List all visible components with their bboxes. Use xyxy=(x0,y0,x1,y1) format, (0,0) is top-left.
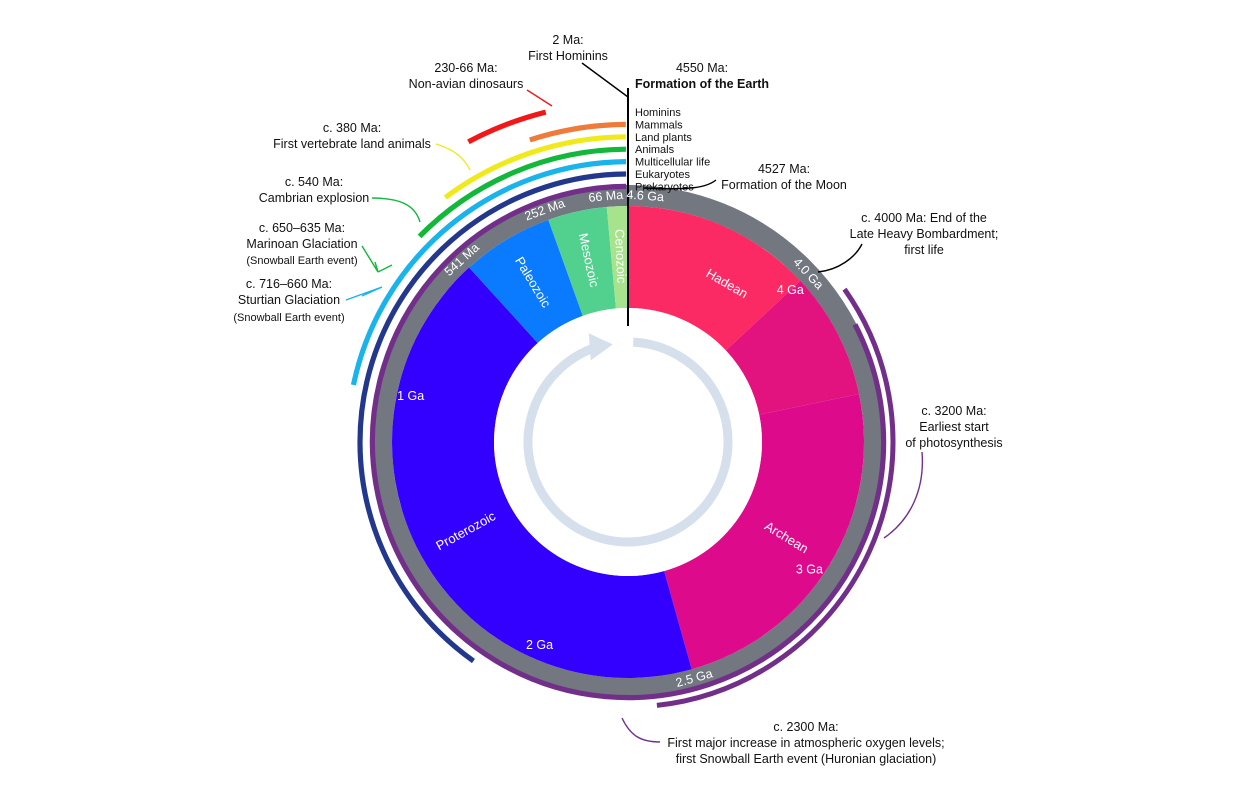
life-arc-label-multicellular-life: Multicellular life xyxy=(635,157,710,169)
annotation-leader-9 xyxy=(621,717,661,743)
annotation-hominins-line2: First Hominins xyxy=(528,49,608,63)
annotation-leader-1 xyxy=(526,89,553,107)
life-arc-animals xyxy=(417,146,626,239)
annotation-leader-8 xyxy=(883,451,924,539)
eon-sector-cenozoic xyxy=(606,206,628,309)
annotation-dinosaurs-line2: Non-avian dinosaurs xyxy=(409,77,524,91)
clockwise-arrow-arc xyxy=(523,337,733,547)
eon-sector-unnamed xyxy=(725,280,860,415)
life-arc-label-land-plants: Land plants xyxy=(635,132,692,144)
inner-circle xyxy=(494,308,762,576)
eon-sector-hadean xyxy=(628,206,801,351)
annotation-leader-7 xyxy=(817,243,863,273)
annotation-oxygen-line2: First major increase in atmospheric oxyg… xyxy=(667,736,944,750)
life-arc-multicellular-life xyxy=(350,159,627,386)
eon-sector-mesozoic xyxy=(548,206,616,316)
annotation-lhb-line3: first life xyxy=(904,243,944,257)
annotation-land-animals-line2: First vertebrate land animals xyxy=(273,137,431,151)
annotation-marinoan-note: (Snowball Earth event) xyxy=(246,255,357,267)
annotation-leader-5 xyxy=(345,286,383,301)
annotation-cambrian-line2: Cambrian explosion xyxy=(259,191,370,205)
annotation-lhb-line2: Late Heavy Bombardment; xyxy=(850,227,999,241)
inner-white-disk xyxy=(494,308,762,576)
annotation-cambrian-line1: c. 540 Ma: xyxy=(285,175,343,189)
annotation-dinosaurs-line1: 230-66 Ma: xyxy=(434,61,497,75)
annotation-earth-title: Formation of the Earth xyxy=(635,77,769,91)
annotation-earth-line1: 4550 Ma: xyxy=(676,61,728,75)
annotation-photosynthesis-line2: Earliest start xyxy=(919,420,989,434)
annotation-photosynthesis-line3: of photosynthesis xyxy=(905,436,1002,450)
annotation-oxygen-line1: c. 2300 Ma: xyxy=(773,720,838,734)
annotation-leaders xyxy=(345,62,924,743)
tick-label-3-ga: 3 Ga xyxy=(796,562,823,576)
annotation-sturtian-line2: Sturtian Glaciation xyxy=(238,293,340,307)
tick-label-1-ga: 1 Ga xyxy=(397,389,424,403)
annotation-hominins-line1: 2 Ma: xyxy=(552,33,583,47)
annotation-leader-4 xyxy=(361,245,393,273)
annotation-marinoan-line1: c. 650–635 Ma: xyxy=(259,221,345,235)
life-arc-prokaryotes-outer xyxy=(656,287,896,708)
eon-sector-paleozoic xyxy=(469,219,583,343)
life-arc-eukaryotes xyxy=(357,171,627,664)
life-arc-hominins xyxy=(467,109,547,145)
annotation-photosynthesis-line1: c. 3200 Ma: xyxy=(921,404,986,418)
annotation-lhb-line1: c. 4000 Ma: End of the xyxy=(861,211,987,225)
life-arc-label-mammals: Mammals xyxy=(635,119,683,131)
life-arc-land-plants xyxy=(443,134,626,200)
eon-label-cenozoic: Cenozoic xyxy=(612,229,629,284)
annotation-oxygen-line3: first Snowball Earth event (Huronian gla… xyxy=(676,752,937,766)
ring-label-66-ma: 66 Ma xyxy=(588,188,624,205)
ring-label-4-6-ga: 4.6 Ga xyxy=(626,188,664,205)
annotation-leader-2 xyxy=(435,143,471,171)
annotation-moon-line1: 4527 Ma: xyxy=(758,162,810,176)
life-arc-label-eukaryotes: Eukaryotes xyxy=(635,169,691,181)
clockwise-arrow-head xyxy=(588,333,613,361)
tick-label-2-ga: 2 Ga xyxy=(526,638,553,652)
life-arc-label-prokaryotes: Prokaryotes xyxy=(635,181,694,193)
annotation-moon-line2: Formation of the Moon xyxy=(721,178,847,192)
eon-sectors xyxy=(391,206,864,678)
tick-label-4-ga: 4 Ga xyxy=(777,283,804,297)
eon-sector-proterozoic xyxy=(391,267,692,678)
annotation-sturtian-line1: c. 716–660 Ma: xyxy=(246,277,332,291)
life-arc-mammals xyxy=(529,121,626,143)
annotation-sturtian-note: (Snowball Earth event) xyxy=(233,312,344,324)
annotation-leader-6 xyxy=(643,179,717,190)
life-arc-label-hominins: Hominins xyxy=(635,107,681,119)
life-arc-label-animals: Animals xyxy=(635,144,675,156)
annotation-marinoan-line2: Marinoan Glaciation xyxy=(246,237,357,251)
annotation-leader-0 xyxy=(581,62,629,98)
eon-sector-archean xyxy=(664,393,864,670)
life-arc-prokaryotes xyxy=(369,183,887,701)
annotation-land-animals-line1: c. 380 Ma: xyxy=(323,121,381,135)
annotation-leader-3 xyxy=(371,197,421,223)
